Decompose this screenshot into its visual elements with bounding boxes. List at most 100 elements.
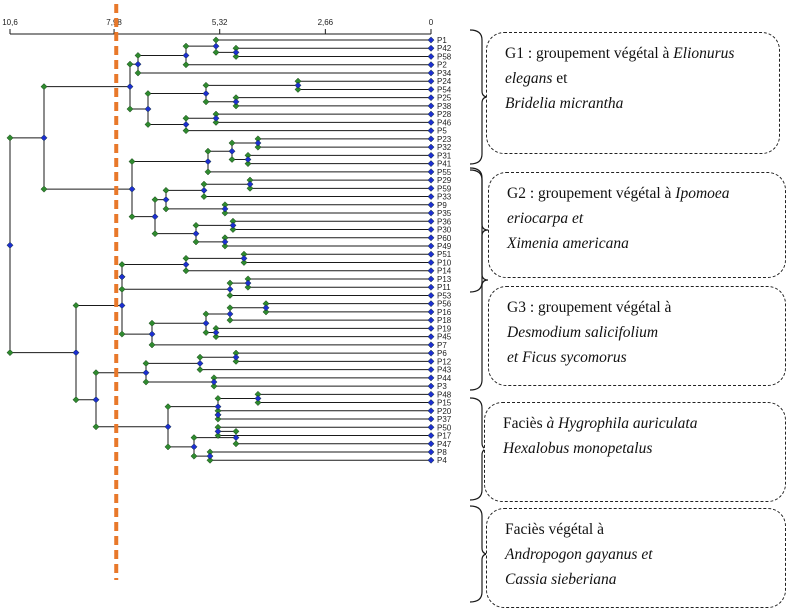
leaf-node — [427, 267, 435, 275]
leaf-node — [427, 61, 435, 69]
leaf-label: P9 — [437, 201, 447, 210]
branch-node — [244, 275, 252, 283]
group-species: Hexalobus monopetalus — [503, 440, 653, 457]
branch-node — [164, 443, 172, 451]
branch-node — [262, 308, 270, 316]
leaf-label: P19 — [437, 324, 452, 333]
leaf-node — [427, 127, 435, 135]
branch-node — [254, 390, 262, 398]
branch-node — [210, 374, 218, 382]
branch-node — [202, 98, 210, 106]
group-box-g2: G2 : groupement végétal à Ipomoea erioca… — [488, 172, 786, 278]
merge-node — [202, 90, 210, 97]
branch-node — [244, 283, 252, 291]
leaf-label: P8 — [437, 448, 447, 457]
leaf-node — [427, 357, 435, 365]
merge-node — [212, 42, 220, 50]
branch-node — [294, 86, 302, 93]
merge-node — [182, 261, 190, 268]
branch-node — [232, 44, 240, 52]
branch-node — [214, 415, 222, 423]
leaf-label: P34 — [437, 69, 452, 78]
branch-node — [148, 319, 156, 327]
branch-node — [240, 250, 248, 258]
leaf-label: P33 — [437, 193, 452, 202]
merge-node — [221, 238, 229, 246]
leaf-node — [427, 110, 435, 118]
branch-node — [192, 238, 200, 246]
group-prefix: G2 : groupement végétal à — [507, 185, 676, 202]
leaf-label: P37 — [437, 415, 452, 424]
group-species: Elionurus elegans — [505, 45, 735, 87]
leaf-label: P5 — [437, 127, 447, 136]
branch-node — [182, 267, 190, 275]
branch-node — [190, 434, 198, 441]
leaf-label: P56 — [437, 300, 452, 309]
merge-node — [192, 230, 200, 238]
group-species: Desmodium salicifolium — [507, 324, 659, 341]
branch-node — [212, 48, 220, 56]
branch-node — [226, 279, 234, 287]
group-species: Ipomoea eriocarpa — [507, 185, 730, 227]
branch-node — [142, 360, 150, 367]
branch-node — [202, 310, 210, 318]
branch-node — [151, 230, 159, 238]
branch-node — [204, 147, 212, 155]
branch-node — [246, 176, 254, 184]
leaf-node — [427, 94, 435, 102]
leaf-label: P31 — [437, 151, 452, 160]
merge-node — [200, 186, 208, 194]
branch-node — [232, 428, 240, 435]
leaf-label: P49 — [437, 242, 452, 251]
branch-node — [229, 226, 237, 233]
branch-node — [92, 369, 100, 377]
branch-node — [128, 213, 136, 221]
leaf-node — [427, 456, 435, 464]
leaf-node — [427, 374, 435, 382]
merge-node — [246, 180, 254, 188]
leaf-label: P4 — [437, 456, 447, 465]
leaf-node — [427, 316, 435, 324]
group-species: Ximenia americana — [507, 235, 629, 252]
branch-node — [232, 94, 240, 102]
branch-node — [206, 456, 214, 464]
leaf-node — [427, 325, 435, 332]
leaf-label: P23 — [437, 135, 452, 144]
leaf-node — [427, 209, 435, 217]
leaf-label: P18 — [437, 316, 452, 325]
brace-g2 — [469, 167, 489, 293]
leaf-node — [427, 423, 435, 431]
leaf-label: P25 — [437, 94, 452, 103]
leaf-node — [427, 77, 435, 85]
branch-node — [206, 448, 214, 456]
merge-node — [182, 52, 190, 59]
branch-node — [228, 156, 236, 163]
branch-node — [244, 160, 252, 167]
axis-tick-label: 10,6 — [2, 18, 18, 27]
leaf-label: P17 — [437, 432, 452, 441]
branch-node — [92, 423, 100, 431]
branch-node — [212, 36, 220, 44]
merge-node — [40, 134, 48, 142]
leaf-node — [427, 399, 435, 406]
merge-node — [206, 452, 214, 460]
branch-node — [232, 357, 240, 365]
leaf-node — [427, 415, 435, 423]
group-joiner: et — [637, 546, 653, 563]
group-species: Bridelia micrantha — [505, 95, 624, 112]
leaf-node — [427, 53, 435, 60]
merge-node — [226, 285, 234, 293]
leaf-node — [427, 160, 435, 167]
leaf-label: P36 — [437, 217, 452, 226]
branch-node — [142, 378, 150, 386]
leaf-node — [427, 135, 435, 143]
branch-node — [126, 105, 134, 113]
branch-node — [204, 168, 212, 176]
leaf-label: P54 — [437, 85, 452, 94]
leaf-node — [427, 86, 435, 93]
branch-node — [182, 42, 190, 50]
merge-node — [254, 395, 262, 402]
group-joiner: et — [507, 349, 523, 366]
leaf-label: P44 — [437, 374, 452, 383]
merge-node — [204, 158, 212, 165]
